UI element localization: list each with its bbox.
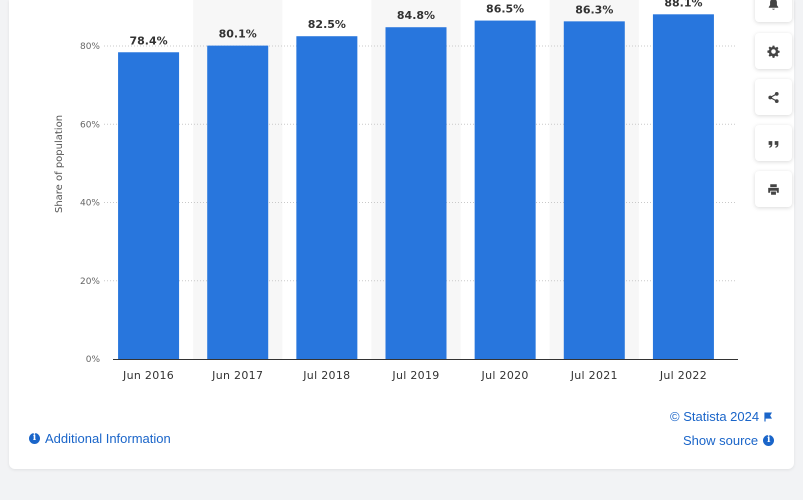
share-button[interactable] bbox=[755, 79, 792, 115]
print-button[interactable] bbox=[755, 171, 792, 207]
statista-copyright[interactable]: © Statista 2024 bbox=[670, 409, 773, 424]
y-axis-title: Share of population bbox=[54, 115, 65, 213]
show-source-label: Show source bbox=[683, 433, 759, 448]
x-tick-label: Jun 2017 bbox=[211, 369, 263, 382]
y-tick-label: 80% bbox=[80, 42, 100, 52]
data-label: 82.5% bbox=[308, 18, 346, 31]
data-label: 84.8% bbox=[397, 9, 435, 22]
info-icon: i bbox=[763, 435, 775, 446]
flag-icon bbox=[764, 411, 773, 421]
share-icon bbox=[768, 91, 779, 103]
bar bbox=[563, 21, 625, 359]
data-label: 78.4% bbox=[129, 34, 167, 47]
bars bbox=[118, 14, 714, 360]
cite-button[interactable] bbox=[755, 125, 792, 161]
bar-chart: 0% 20% 40% 60% 80% Share of population 78.4%… bbox=[54, 0, 738, 382]
y-tick-label: 60% bbox=[80, 120, 100, 130]
bar bbox=[296, 36, 358, 359]
x-tick-label: Jul 2020 bbox=[481, 369, 529, 382]
data-label: 88.1% bbox=[664, 0, 702, 9]
data-label: 86.5% bbox=[486, 3, 524, 16]
bell-icon bbox=[768, 0, 779, 10]
bar bbox=[652, 14, 714, 360]
x-tick-label: Jul 2022 bbox=[659, 369, 707, 382]
bar bbox=[474, 20, 536, 359]
copyright-text: © Statista 2024 bbox=[670, 409, 760, 424]
gear-icon bbox=[767, 45, 780, 58]
x-tick-label: Jul 2019 bbox=[391, 369, 439, 382]
y-tick-label: 0% bbox=[86, 355, 101, 365]
print-icon bbox=[768, 183, 779, 195]
y-axis-ticks: 0% 20% 40% 60% 80% bbox=[80, 42, 100, 365]
data-labels: 78.4% 80.1% 82.5% 84.8% 86.5% 86.3% 88.1% bbox=[129, 0, 702, 47]
chart-card: 0% 20% 40% 60% 80% Share of population 78.4%… bbox=[9, 0, 794, 469]
data-label: 80.1% bbox=[219, 28, 257, 41]
x-tick-label: Jun 2016 bbox=[122, 369, 174, 382]
x-tick-label: Jul 2021 bbox=[570, 369, 618, 382]
x-axis-labels: Jun 2016 Jun 2017 Jul 2018 Jul 2019 Jul 2020… bbox=[122, 369, 707, 382]
quote-icon bbox=[768, 140, 779, 148]
bar bbox=[118, 52, 180, 359]
x-tick-label: Jul 2018 bbox=[302, 369, 350, 382]
y-tick-label: 20% bbox=[80, 277, 100, 287]
y-tick-label: 40% bbox=[80, 199, 100, 209]
bar bbox=[207, 45, 269, 359]
notification-button[interactable] bbox=[755, 0, 792, 22]
info-icon: i bbox=[29, 433, 40, 444]
additional-information-label: Additional Information bbox=[45, 431, 171, 446]
show-source-link[interactable]: Show source i bbox=[683, 433, 775, 448]
data-label: 86.3% bbox=[575, 3, 613, 16]
additional-information-link[interactable]: i Additional Information bbox=[29, 431, 171, 446]
bar bbox=[385, 27, 447, 359]
settings-button[interactable] bbox=[755, 33, 792, 69]
